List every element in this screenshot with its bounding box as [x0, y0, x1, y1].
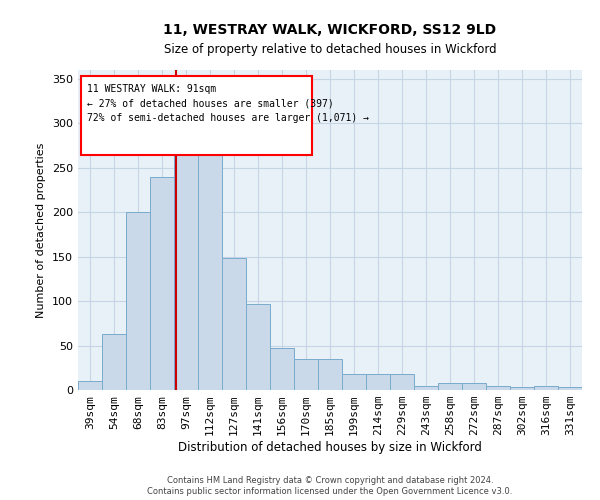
FancyBboxPatch shape — [80, 76, 313, 155]
Text: Contains HM Land Registry data © Crown copyright and database right 2024.: Contains HM Land Registry data © Crown c… — [167, 476, 493, 485]
Bar — [558, 388, 582, 390]
Bar — [294, 359, 318, 390]
Bar — [438, 383, 462, 390]
Bar — [462, 383, 486, 390]
Bar — [318, 359, 342, 390]
Bar — [510, 388, 534, 390]
Bar — [174, 143, 198, 390]
Bar — [246, 304, 270, 390]
Text: 11 WESTRAY WALK: 91sqm
← 27% of detached houses are smaller (397)
72% of semi-de: 11 WESTRAY WALK: 91sqm ← 27% of detached… — [86, 84, 368, 123]
Bar — [198, 132, 222, 390]
Text: Size of property relative to detached houses in Wickford: Size of property relative to detached ho… — [164, 42, 496, 56]
Bar — [222, 258, 246, 390]
Bar — [150, 176, 174, 390]
Bar — [414, 386, 438, 390]
Bar — [390, 374, 414, 390]
Text: Contains public sector information licensed under the Open Government Licence v3: Contains public sector information licen… — [148, 488, 512, 496]
X-axis label: Distribution of detached houses by size in Wickford: Distribution of detached houses by size … — [178, 441, 482, 454]
Bar — [342, 374, 366, 390]
Bar — [366, 374, 390, 390]
Text: 11, WESTRAY WALK, WICKFORD, SS12 9LD: 11, WESTRAY WALK, WICKFORD, SS12 9LD — [163, 22, 497, 36]
Bar — [486, 386, 510, 390]
Bar — [534, 386, 558, 390]
Bar — [78, 381, 102, 390]
Bar — [270, 348, 294, 390]
Bar — [126, 212, 150, 390]
Bar — [102, 334, 126, 390]
Y-axis label: Number of detached properties: Number of detached properties — [37, 142, 46, 318]
